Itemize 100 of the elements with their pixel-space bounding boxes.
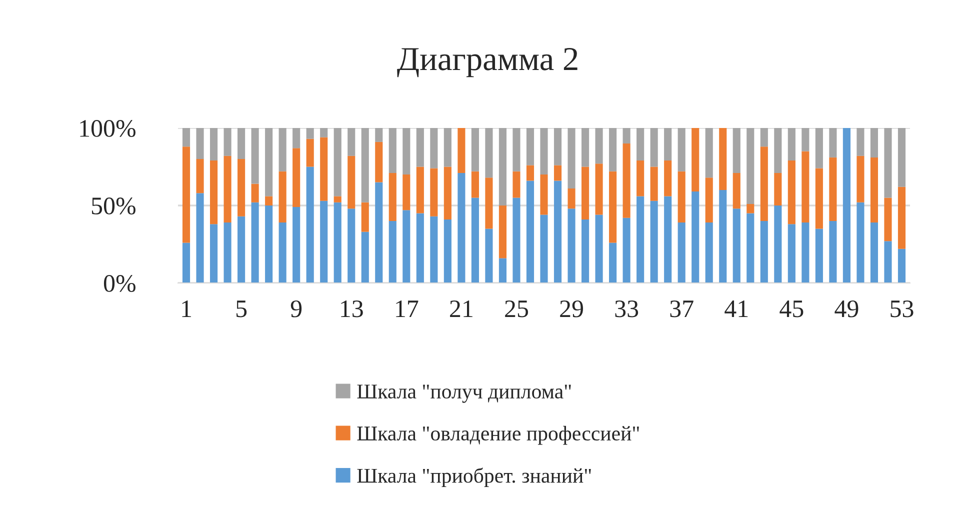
x-tick-label: 1 [182,300,192,318]
x-tick-label: 13 [341,300,363,318]
bar [568,128,576,188]
bar [251,128,259,184]
bar [732,128,740,173]
bar [416,213,424,283]
bar [595,128,603,164]
bar [498,206,507,258]
bar [196,159,204,194]
chart-title: Диаграмма 2 [397,48,578,78]
bar [320,137,328,201]
bar [760,146,768,221]
bar [210,128,218,161]
bar [746,128,754,204]
bar [210,224,218,283]
bar [512,198,520,283]
bar [802,222,810,283]
bar [540,214,548,283]
bar [774,172,782,206]
bar [348,156,356,209]
bar [265,128,273,196]
bar [732,172,740,209]
bar [554,165,562,181]
y-tick-label: 50% [92,198,136,214]
bar [361,202,369,232]
bar [402,174,410,210]
bar [348,208,356,283]
bar [650,200,658,283]
bar [554,128,562,166]
bar [802,128,810,152]
bar [306,128,314,139]
bar [636,160,644,196]
bar [678,171,686,223]
bar [265,206,273,283]
bar [238,128,246,159]
bar [278,128,286,172]
bar [815,128,823,168]
bar [788,224,796,283]
bar [540,128,548,174]
bar [238,216,246,283]
bar [692,192,700,283]
bar [664,196,672,283]
bar [471,128,479,172]
bar [238,159,246,216]
bar [581,219,590,283]
bar [898,248,906,283]
bar [224,222,232,283]
legend-label: Шкала "приобрет. знаний" [357,468,591,488]
bar [292,207,300,283]
bar [348,128,356,156]
bar [388,172,396,221]
bar [856,156,864,202]
bar [265,196,273,206]
bar [292,148,300,208]
x-tick-label: 25 [505,300,528,318]
bar [224,128,232,156]
bar [512,171,520,198]
bar [870,157,878,223]
bar [678,128,686,172]
bar [815,228,823,283]
x-tick-label: 37 [670,300,694,318]
x-tick-label: 21 [450,300,472,318]
bar [320,200,328,283]
bar [498,258,507,283]
y-tick-label: 100% [80,120,136,137]
bar [471,171,479,198]
x-tick-label: 5 [236,300,247,318]
bar [375,142,383,182]
x-tick-label: 41 [724,300,748,318]
bar [388,128,396,173]
bar [774,206,782,283]
bar [388,221,396,283]
bar [540,174,548,215]
legend-label: Шкала "овладение профессией" [357,426,639,445]
bar [512,128,520,172]
bar [430,128,438,168]
bar [622,218,630,283]
bar [430,216,438,283]
bar [526,128,534,166]
bar [856,128,864,156]
bar [609,242,617,283]
bar [595,214,603,283]
bar [458,128,466,173]
bar [664,160,672,196]
bar [251,202,259,283]
bar [650,166,658,201]
bar [884,241,892,283]
x-tick-label: 45 [780,300,804,318]
bar [664,128,672,161]
bar [760,128,768,147]
bar [375,128,383,142]
x-tick-label: 29 [560,300,583,318]
bar [278,222,286,283]
bar [444,166,452,220]
bar [650,128,658,167]
bar [856,202,864,283]
bar [402,210,410,283]
bar [320,128,328,138]
bar [581,166,590,220]
y-tick-label: 0% [104,275,136,292]
